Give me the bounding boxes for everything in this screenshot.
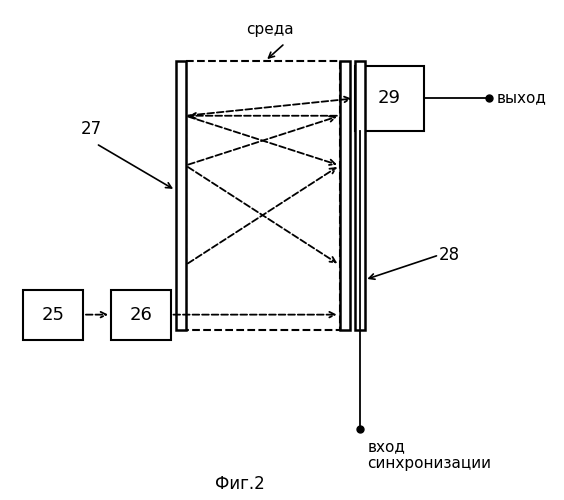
Text: 27: 27: [81, 120, 102, 138]
Text: среда: среда: [246, 22, 294, 36]
Bar: [186, 61, 340, 330]
Text: 29: 29: [378, 90, 401, 108]
Text: 26: 26: [129, 306, 152, 324]
Text: Фиг.2: Фиг.2: [215, 474, 265, 492]
Bar: [355, 66, 424, 130]
Text: 25: 25: [42, 306, 65, 324]
Text: выход: выход: [497, 90, 547, 106]
Bar: [111, 290, 171, 340]
Bar: [24, 290, 83, 340]
Text: вход
синхронизации: вход синхронизации: [368, 439, 491, 472]
Bar: [355, 61, 364, 330]
Text: 28: 28: [439, 246, 460, 264]
Bar: [175, 61, 186, 330]
Bar: [340, 61, 350, 330]
